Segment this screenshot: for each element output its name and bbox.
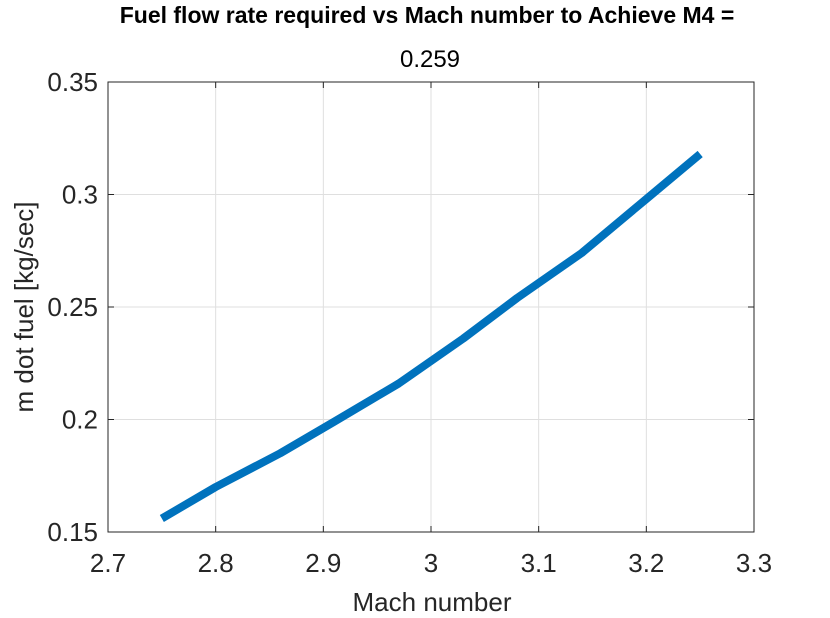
grid-layer [108, 82, 754, 532]
series-line [159, 150, 703, 522]
chart-title: Fuel flow rate required vs Mach number t… [119, 2, 735, 28]
chart-subtitle: 0.259 [399, 46, 461, 73]
x-tick-label: 3 [424, 548, 438, 578]
x-axis-label: Mach number [353, 587, 512, 617]
axes-layer [107, 81, 755, 533]
y-axis-label: m dot fuel [kg/sec] [9, 202, 39, 413]
tick-label-layer: 2.7 2.8 2.9 3 3.1 3.2 3.3 0.15 0.2 0.25 0.3 0.35 [47, 67, 772, 578]
x-tick-label: 3.3 [736, 548, 772, 578]
x-tick-label: 2.7 [90, 548, 126, 578]
y-tick-label: 0.35 [47, 67, 98, 97]
y-tick-label: 0.15 [47, 517, 98, 547]
y-tick-label: 0.3 [62, 180, 98, 210]
x-tick-label: 3.2 [628, 548, 664, 578]
x-tick-label: 2.9 [305, 548, 341, 578]
y-tick-label: 0.25 [47, 292, 98, 322]
series-layer [159, 150, 703, 522]
y-tick-label: 0.2 [62, 405, 98, 435]
x-tick-label: 2.8 [198, 548, 234, 578]
x-tick-label: 3.1 [521, 548, 557, 578]
